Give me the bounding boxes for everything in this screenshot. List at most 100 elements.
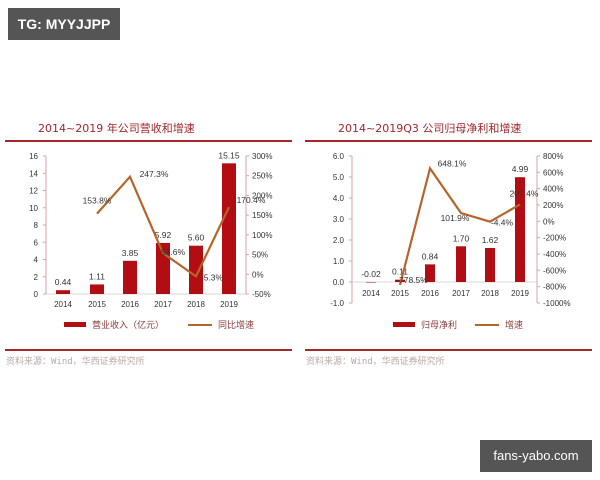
x-tick-2014: 2014 — [362, 289, 380, 298]
svg-text:12: 12 — [29, 187, 38, 196]
bar-2014 — [56, 290, 70, 294]
svg-text:3.0: 3.0 — [333, 215, 345, 224]
svg-text:0%: 0% — [543, 217, 555, 226]
bar-2018 — [189, 245, 203, 294]
bar-2015 — [90, 284, 104, 294]
svg-text:0.0: 0.0 — [333, 278, 345, 287]
growth-value-label: 53.6% — [161, 247, 186, 257]
chart1-growth-line: 153.8% 247.3% 53.6% -5.3% 170.4% — [83, 169, 266, 283]
bar-value-label: 0.44 — [55, 277, 72, 287]
chart1-bars: 0.44 1.11 3.85 5.92 5.60 15.15 — [55, 150, 240, 294]
bar-2019 — [222, 163, 236, 294]
svg-text:-400%: -400% — [543, 250, 566, 259]
growth-value-label: 247.3% — [140, 169, 169, 179]
x-tick-2016: 2016 — [121, 300, 139, 309]
growth-value-label: 648.1% — [438, 158, 467, 168]
x-tick-2015: 2015 — [391, 289, 409, 298]
growth-value-label: -778.5% — [396, 275, 428, 285]
chart1-source: 资料来源：Wind，华西证券研究所 — [6, 357, 145, 367]
legend-line-swatch — [188, 323, 213, 326]
svg-text:1.0: 1.0 — [333, 257, 345, 266]
svg-text:200%: 200% — [543, 201, 563, 210]
chart1-top-rule — [5, 140, 292, 142]
chart2-title: 2014~2019Q3 公司归母净利和增速 — [338, 122, 522, 135]
x-tick-2016: 2016 — [421, 289, 439, 298]
bar-value-label: 0.84 — [422, 251, 439, 261]
bar-value-label: -0.02 — [361, 269, 381, 279]
chart2-left-axis: -1.0 0.0 1.0 2.0 3.0 4.0 5.0 6.0 — [330, 152, 537, 308]
chart2-x-labels: 2014 2015 2016 2017 2018 2019 — [362, 289, 529, 298]
bar-value-label: 1.11 — [89, 271, 105, 281]
bar-2014 — [366, 282, 376, 283]
svg-text:6: 6 — [34, 238, 39, 247]
svg-text:-50%: -50% — [252, 290, 271, 299]
bar-2017 — [456, 246, 466, 282]
chart2-bottom-rule — [305, 349, 592, 351]
svg-text:300%: 300% — [252, 152, 272, 161]
svg-text:50%: 50% — [252, 251, 268, 260]
svg-text:200%: 200% — [252, 191, 272, 200]
legend-profit-label: 归母净利 — [421, 321, 458, 331]
svg-text:-1000%: -1000% — [543, 299, 571, 308]
svg-text:-600%: -600% — [543, 266, 566, 275]
x-tick-2017: 2017 — [154, 300, 172, 309]
svg-text:8: 8 — [34, 221, 39, 230]
chart1-x-labels: 2014 2015 2016 2017 2018 2019 — [54, 300, 238, 309]
x-tick-2014: 2014 — [54, 300, 72, 309]
bar-value-label: 4.99 — [512, 164, 529, 174]
chart1-left-axis: 0 2 4 6 8 10 12 14 16 — [29, 152, 246, 299]
bar-2016 — [123, 260, 137, 294]
bar-2019 — [515, 177, 525, 282]
chart2-bars: -0.02 0.11 0.84 1.70 1.62 4.99 — [361, 164, 529, 283]
bar-value-label: 3.85 — [122, 248, 139, 258]
chart2-right-axis: -1000% -800% -600% -400% -200% 0% 200% 400% 600%… — [536, 152, 571, 308]
bar-value-label: 1.62 — [482, 235, 499, 245]
legend-line-swatch — [475, 323, 500, 326]
legend-revenue-label: 营业收入（亿元） — [92, 321, 165, 331]
chart2-growth-line: -778.5% 648.1% 101.9% -4.4% 207.4% — [396, 158, 539, 286]
legend-bar-swatch — [64, 322, 86, 327]
chart1-bottom-rule — [5, 349, 292, 351]
bar-value-label: 1.70 — [453, 233, 470, 243]
x-tick-2019: 2019 — [220, 300, 238, 309]
svg-text:600%: 600% — [543, 168, 563, 177]
chart2-top-rule — [305, 140, 592, 142]
x-tick-2015: 2015 — [88, 300, 106, 309]
growth-value-label: 101.9% — [441, 213, 470, 223]
growth-value-label: -5.3% — [201, 272, 224, 282]
growth-value-label: 207.4% — [510, 188, 539, 198]
growth-value-label: -4.4% — [491, 218, 514, 228]
chart2-plot: -1.0 0.0 1.0 2.0 3.0 4.0 5.0 6.0 -1000% -800% -60… — [330, 152, 571, 308]
x-tick-2018: 2018 — [481, 289, 499, 298]
legend-bar-swatch — [393, 322, 415, 327]
watermark-bottom-right: fans-yabo.com — [480, 440, 592, 472]
legend-growth-label: 同比增速 — [218, 321, 255, 331]
watermark-top-left: TG: MYYJJPP — [8, 8, 120, 40]
chart1-legend: 营业收入（亿元） 同比增速 — [64, 318, 254, 331]
svg-text:14: 14 — [29, 169, 38, 178]
legend-growth-label: 增速 — [505, 321, 524, 331]
svg-text:6.0: 6.0 — [333, 152, 345, 161]
svg-text:2: 2 — [34, 273, 39, 282]
x-tick-2017: 2017 — [452, 289, 470, 298]
x-tick-2018: 2018 — [187, 300, 205, 309]
chart2-legend: 归母净利 增速 — [393, 318, 523, 331]
svg-text:800%: 800% — [543, 152, 563, 161]
svg-text:10: 10 — [29, 204, 38, 213]
svg-text:100%: 100% — [252, 231, 272, 240]
svg-text:150%: 150% — [252, 211, 272, 220]
svg-text:4.0: 4.0 — [333, 194, 345, 203]
svg-text:400%: 400% — [543, 185, 563, 194]
bar-2016 — [425, 264, 435, 282]
svg-text:16: 16 — [29, 152, 38, 161]
chart1-right-axis: -50% 0% 50% 100% 150% 200% 250% 300% — [245, 152, 272, 299]
x-tick-2019: 2019 — [511, 289, 529, 298]
bar-2018 — [485, 247, 495, 282]
chart1-plot: 0 2 4 6 8 10 12 14 16 -50% 0% 50% 100% 150% 200% 250% 3… — [29, 150, 272, 309]
growth-value-label: 153.8% — [83, 196, 112, 206]
bar-value-label: 5.92 — [155, 230, 172, 240]
svg-text:-800%: -800% — [543, 283, 566, 292]
bar-value-label: 15.15 — [218, 150, 240, 160]
svg-text:0%: 0% — [252, 270, 264, 279]
svg-text:-200%: -200% — [543, 234, 566, 243]
